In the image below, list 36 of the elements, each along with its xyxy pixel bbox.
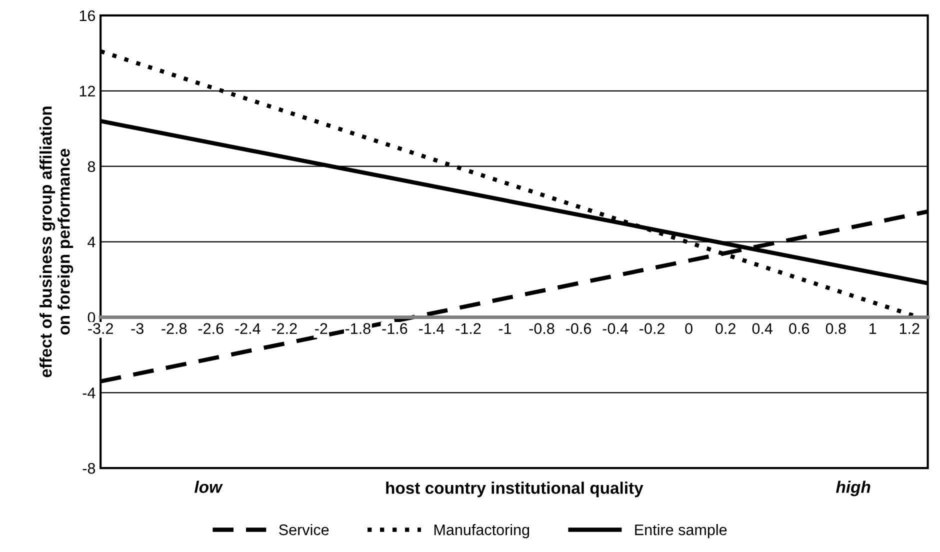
- y-tick-label: 16: [80, 10, 96, 22]
- legend-label: Service: [279, 524, 329, 536]
- x-tick-label: -1.6: [382, 323, 408, 334]
- x-tick-label: -1.2: [456, 323, 481, 334]
- x-tick-label: -2.4: [235, 323, 260, 334]
- x-tick-label: 0: [685, 323, 692, 334]
- x-tick-label: -2.6: [198, 323, 224, 334]
- y-tick-label: 4: [88, 236, 96, 248]
- y-tick-label: 8: [88, 161, 96, 172]
- x-tick-label: 1: [870, 323, 876, 334]
- x-tick-label: -3.2: [88, 323, 113, 334]
- x-tick-label: -0.6: [566, 323, 592, 334]
- x-tick-label: 0.6: [789, 323, 810, 334]
- x-tick-label: -0.8: [529, 323, 554, 334]
- x-tick-label: 1.2: [900, 323, 920, 334]
- x-tick-label: -0.2: [640, 323, 664, 334]
- x-tick-label: -3: [131, 323, 144, 334]
- y-tick-label: -4: [82, 388, 96, 398]
- x-tick-label: -1.8: [345, 323, 370, 334]
- y-tick-label: 12: [80, 86, 95, 96]
- legend-label: Entire sample: [635, 524, 727, 538]
- y-axis-title: effect of business group affiliation on foreign performance: [40, 106, 74, 378]
- x-tick-label: -2.2: [272, 323, 297, 334]
- x-tick-label: -2.8: [162, 323, 187, 334]
- text: high: [836, 480, 870, 496]
- x-axis-title: host country institutional quality: [386, 482, 644, 498]
- x-tick-label: -1: [498, 323, 512, 334]
- x-tick-label: 0.4: [752, 323, 773, 334]
- x-tick-label: -1.4: [418, 323, 444, 334]
- x-tick-label: -2: [315, 323, 328, 334]
- x-tick-label: 0.8: [826, 323, 846, 334]
- x-tick-label: 0.2: [716, 323, 736, 334]
- text: low: [194, 480, 223, 493]
- legend-label: Manufactoring: [434, 524, 530, 538]
- x-tick-label: -0.4: [602, 323, 628, 334]
- y-tick-label: -8: [82, 462, 96, 474]
